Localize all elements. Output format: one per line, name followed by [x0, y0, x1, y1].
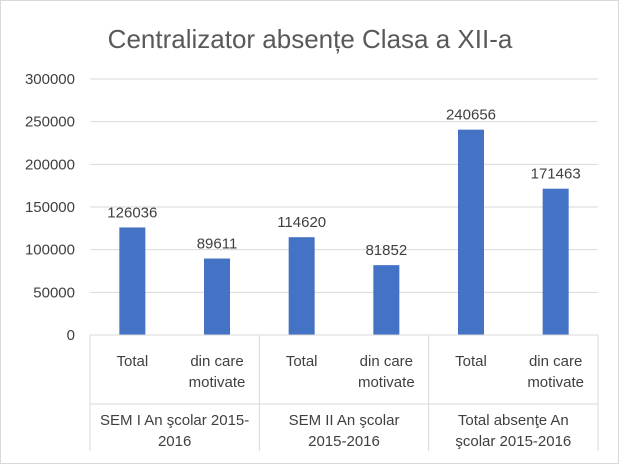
data-label: 240656	[446, 107, 496, 124]
y-tick-label: 50000	[33, 284, 75, 301]
group-label: SEM II An şcolar 2015-2016	[289, 412, 400, 450]
y-axis: 0 50000 100000 150000 200000 250000 300000	[25, 71, 75, 344]
group-label-line: SEM I An şcolar 2015-	[100, 412, 249, 429]
category-label-line: din care	[360, 353, 413, 370]
category-label: din care motivate	[189, 353, 246, 391]
gridlines	[90, 78, 598, 336]
category-label: Total	[455, 353, 487, 370]
y-tick-label: 150000	[25, 199, 75, 216]
data-label: 114620	[277, 214, 326, 231]
data-label: 126036	[107, 204, 157, 221]
category-label-line: motivate	[527, 374, 584, 391]
y-tick-label: 100000	[25, 242, 75, 259]
bar	[204, 258, 230, 335]
y-tick-label: 300000	[25, 71, 75, 88]
group-label: SEM I An şcolar 2015- 2016	[100, 412, 249, 450]
category-label-line: Total	[116, 353, 148, 370]
y-tick-label: 200000	[25, 156, 75, 173]
category-label-line: Total	[455, 353, 487, 370]
y-tick-label: 250000	[25, 114, 75, 131]
category-label: Total	[286, 353, 318, 370]
category-label: din care motivate	[527, 353, 584, 391]
group-label: Total absenţe An şcolar 2015-2016	[455, 412, 571, 450]
category-label: din care motivate	[358, 353, 415, 391]
bar	[542, 188, 569, 335]
data-label: 171463	[531, 166, 581, 183]
group-label-line: SEM II An şcolar	[289, 412, 400, 429]
category-label: Total	[116, 353, 148, 370]
bar	[373, 265, 400, 335]
bar	[119, 227, 146, 335]
category-label-line: motivate	[189, 374, 246, 391]
data-label: 89611	[197, 236, 238, 253]
group-label-line: Total absenţe An	[458, 412, 569, 429]
bars	[119, 129, 569, 335]
group-label-line: şcolar 2015-2016	[455, 433, 571, 450]
bar	[458, 129, 484, 335]
data-labels: 126036 89611 114620 81852 240656 171463	[107, 107, 580, 260]
group-label-line: 2015-2016	[308, 433, 380, 450]
data-label: 81852	[365, 242, 407, 259]
group-label-line: 2016	[158, 433, 191, 450]
category-label-line: Total	[286, 353, 318, 370]
category-label-line: din care	[529, 353, 582, 370]
chart-title: Centralizator absențe Clasa a XII-a	[108, 24, 513, 54]
bar	[288, 237, 315, 335]
category-label-line: din care	[190, 353, 243, 370]
x-axis: Total din care motivate Total din care motiva…	[89, 334, 599, 451]
y-tick-label: 0	[67, 327, 75, 344]
category-label-line: motivate	[358, 374, 415, 391]
